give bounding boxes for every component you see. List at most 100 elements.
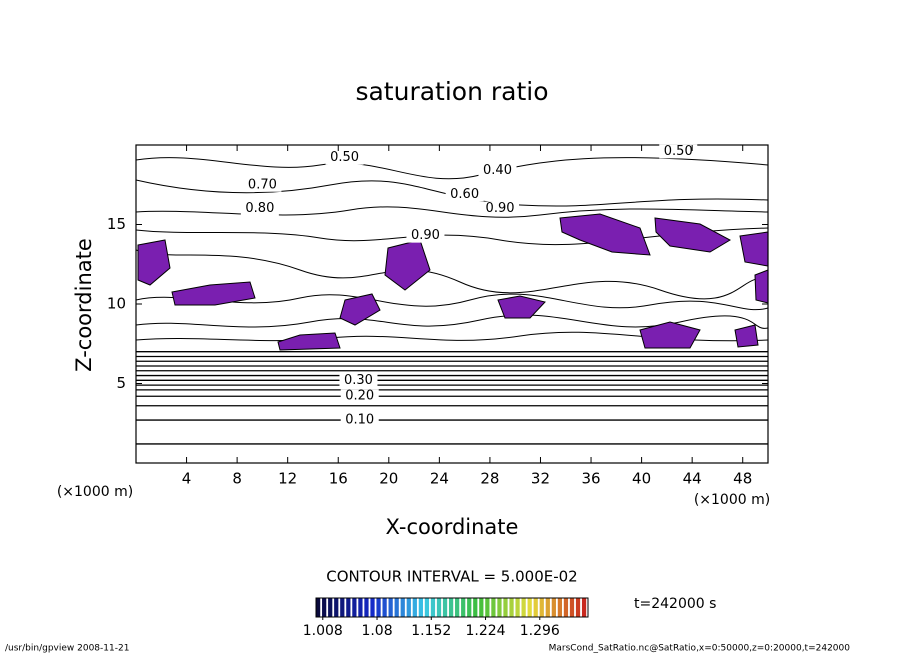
colorbar-stripe [424, 598, 430, 617]
colorbar-stripe [455, 598, 460, 617]
purple-patch [754, 269, 769, 304]
colorbar-stripe [394, 598, 399, 617]
y-tick-label: 10 [107, 295, 126, 313]
colorbar-stripe [358, 598, 363, 617]
chart-title: saturation ratio [355, 77, 548, 106]
colorbar-stripe [352, 598, 357, 617]
purple-patch [497, 295, 546, 319]
contour-label: 0.50 [330, 150, 359, 165]
colorbar-stripe [581, 598, 587, 617]
colorbar-stripe [430, 598, 436, 617]
colorbar-stripe [388, 598, 393, 617]
footer-right: MarsCond_SatRatio.nc@SatRatio,x=0:50000,… [549, 644, 851, 654]
purple-patch [739, 231, 769, 267]
y-axis-label: Z-coordinate [72, 238, 96, 372]
colorbar-stripe [521, 598, 526, 617]
colorbar-stripe [569, 598, 575, 617]
colorbar-stripe [370, 598, 375, 617]
colorbar-tick-label: 1.224 [465, 623, 505, 639]
contour-label-bg [240, 201, 279, 216]
x-tick-label: 28 [480, 470, 499, 488]
colorbar-stripe [406, 598, 411, 617]
contour-label-bg [478, 163, 517, 178]
colorbar-stripe [479, 598, 484, 617]
colorbar-stripe [515, 598, 520, 617]
x-tick-label: 20 [379, 470, 398, 488]
purple-patch [734, 324, 759, 348]
colorbar-stripe [575, 598, 581, 617]
colorbar-tick-label: 1.008 [303, 623, 343, 639]
colorbar-stripe [491, 598, 496, 617]
contour-line [135, 157, 769, 180]
colorbar-stripe [545, 598, 550, 617]
contour-label: 0.20 [345, 389, 374, 404]
footer-left: /usr/bin/gpview 2008-11-21 [5, 644, 129, 654]
colorbar-stripe [382, 598, 387, 617]
colorbar-stripe [473, 598, 478, 617]
contour-field [135, 157, 769, 351]
contour-line [135, 206, 769, 218]
colorbar-stripe [563, 598, 569, 617]
purple-patch [171, 281, 256, 306]
purple-patch [384, 239, 431, 291]
colorbar-stripe [551, 598, 556, 617]
contour-label-bg [481, 201, 520, 216]
purple-patch [277, 332, 341, 351]
colorbar-stripe [334, 598, 339, 617]
x-unit: (×1000 m) [694, 492, 770, 508]
x-tick-label: 24 [430, 470, 449, 488]
colorbar-stripe [376, 598, 381, 617]
contour-label: 0.60 [450, 187, 479, 202]
contour-label: 0.70 [248, 177, 277, 192]
colorbar-stripe [316, 598, 321, 617]
purple-patch [654, 217, 732, 253]
contour-label-bg [340, 389, 379, 404]
purple-patch [137, 239, 171, 286]
colorbar-stripe [436, 598, 442, 617]
colorbar-stripe [322, 598, 327, 617]
contour-label-bg [339, 373, 378, 388]
contour-line [135, 293, 769, 311]
contour-interval: CONTOUR INTERVAL = 5.000E-02 [326, 568, 577, 586]
y-tick-label: 5 [116, 374, 126, 392]
colorbar-stripe [527, 598, 532, 617]
colorbar-frame [315, 597, 589, 618]
colorbar-stripe [509, 598, 514, 617]
contour-label: 0.80 [245, 201, 274, 216]
y-unit: (×1000 m) [57, 484, 133, 500]
x-tick-label: 8 [232, 470, 242, 488]
x-tick-label: 16 [329, 470, 348, 488]
x-tick-label: 32 [531, 470, 550, 488]
x-tick-label: 12 [278, 470, 297, 488]
contour-label-bg [243, 177, 282, 192]
colorbar-tick-label: 1.296 [520, 623, 560, 639]
colorbar-stripe [485, 598, 490, 617]
colorbar-stripe [346, 598, 351, 617]
contour-label: 0.10 [345, 413, 374, 428]
x-axis-label: X-coordinate [386, 515, 519, 539]
x-tick-label: 40 [632, 470, 651, 488]
colorbar-stripe [442, 598, 448, 617]
contour-line [135, 249, 769, 300]
purple-patch [639, 321, 701, 349]
colorbar-stripe [557, 598, 563, 617]
contour-label-bg [445, 187, 484, 202]
contour-line [135, 179, 769, 207]
colorbar-tick-label: 1.152 [411, 623, 451, 639]
x-tick-label: 36 [581, 470, 600, 488]
contour-label-bg [659, 144, 698, 159]
x-tick-label: 4 [182, 470, 192, 488]
contour-label-bg [340, 413, 379, 428]
time-label: t=242000 s [634, 596, 716, 612]
contour-label: 0.50 [664, 144, 693, 159]
colorbar-tick-label: 1.08 [361, 623, 392, 639]
contour-label: 0.40 [483, 163, 512, 178]
colorbar-stripe [400, 598, 405, 617]
colorbar-stripe [328, 598, 333, 617]
colorbar-stripe [533, 598, 538, 617]
purple-patch [339, 293, 381, 326]
colorbar-stripe [412, 598, 417, 617]
contour-label-bg [325, 150, 364, 165]
colorbar-stripe [503, 598, 508, 617]
x-tick-label: 48 [733, 470, 752, 488]
